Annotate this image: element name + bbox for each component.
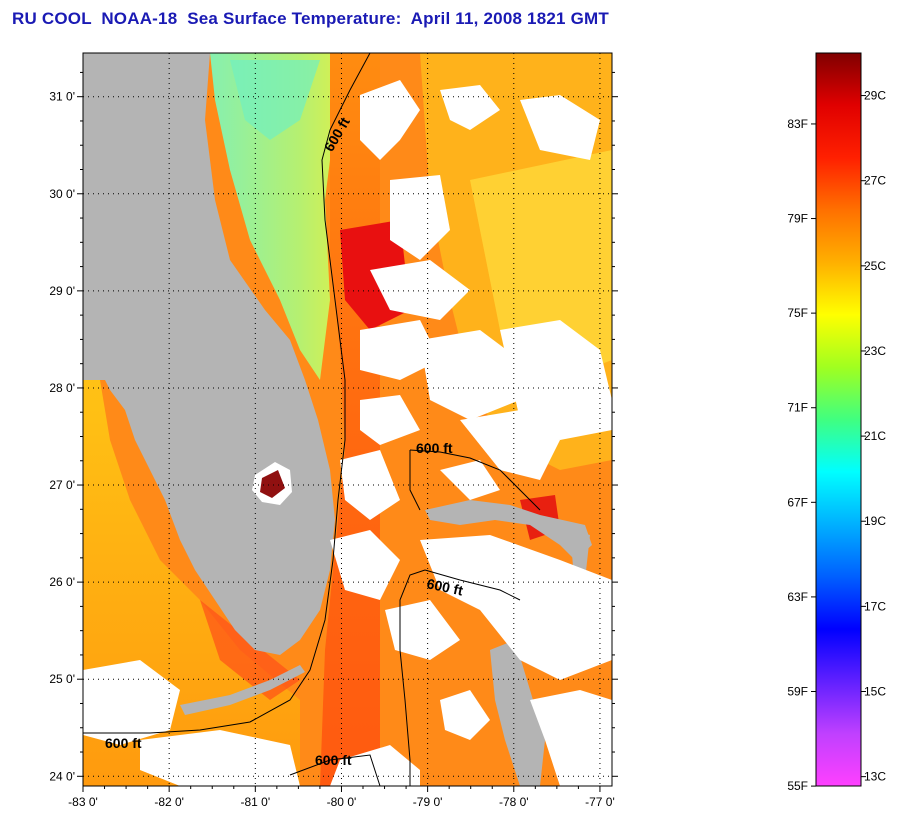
- lon-tick-label: -79 0': [413, 795, 443, 809]
- map-imagery: 600 ft 600 ft 600 ft 600 ft 600 ft: [83, 53, 612, 786]
- contour-600ft-bahamas-north: [409, 449, 541, 511]
- lon-tick-label: -80 0': [327, 795, 357, 809]
- lon-tick-label: -78 0': [499, 795, 529, 809]
- lat-tick-label: 31 0': [49, 90, 75, 104]
- contour-600ft-florida: [83, 53, 371, 734]
- latitude-axis: 31 0' 30 0' 29 0' 28 0' 27 0' 26 0' 25 0' 24 0': [49, 90, 75, 784]
- lat-tick-label: 25 0': [49, 672, 75, 686]
- lake-okeechobee-water: [260, 470, 285, 498]
- lat-tick-label: 24 0': [49, 769, 75, 783]
- lon-tick-label: -82 0': [154, 795, 184, 809]
- gulf-coast-land: [83, 270, 130, 380]
- florida-land: [83, 53, 335, 655]
- florida-bay-warm: [200, 600, 300, 700]
- cloud-cover: [83, 80, 612, 786]
- contour-600ft-bahamas-west: [409, 450, 421, 511]
- florida-keys: [180, 665, 305, 715]
- lon-tick-label: -83 0': [68, 795, 98, 809]
- contour-600ft-tongue: [399, 569, 426, 786]
- axis-ticks: [77, 71, 618, 792]
- coastal-cool-water: [210, 53, 360, 380]
- contour-600ft-tongue-east: [424, 569, 521, 601]
- contour-label: 600 ft: [416, 440, 453, 456]
- contour-label: 600 ft: [105, 735, 142, 751]
- map-frame: [82, 52, 613, 787]
- lat-tick-label: 26 0': [49, 575, 75, 589]
- contour-label: 600 ft: [425, 575, 464, 598]
- gulf-of-mexico-water: [83, 53, 300, 786]
- contour-600ft-south: [289, 754, 381, 786]
- map-title: RU COOL NOAA-18 Sea Surface Temperature:…: [12, 9, 609, 28]
- lat-tick-label: 29 0': [49, 284, 75, 298]
- coldest-coastal-patch: [230, 60, 320, 140]
- contour-label: 600 ft: [315, 752, 352, 768]
- grand-bahama-abaco: [425, 500, 592, 560]
- longitude-axis: -83 0' -82 0' -81 0' -80 0' -79 0' -78 0' -77 …: [68, 795, 615, 809]
- lon-tick-label: -81 0': [240, 795, 270, 809]
- isobath-contours: [83, 53, 541, 786]
- lat-tick-label: 30 0': [49, 187, 75, 201]
- andros-island: [490, 640, 545, 786]
- lat-tick-label: 28 0': [49, 381, 75, 395]
- lon-tick-label: -77 0': [585, 795, 615, 809]
- lat-tick-label: 27 0': [49, 478, 75, 492]
- graticule: [83, 53, 612, 786]
- warm-yellow-band: [470, 150, 612, 380]
